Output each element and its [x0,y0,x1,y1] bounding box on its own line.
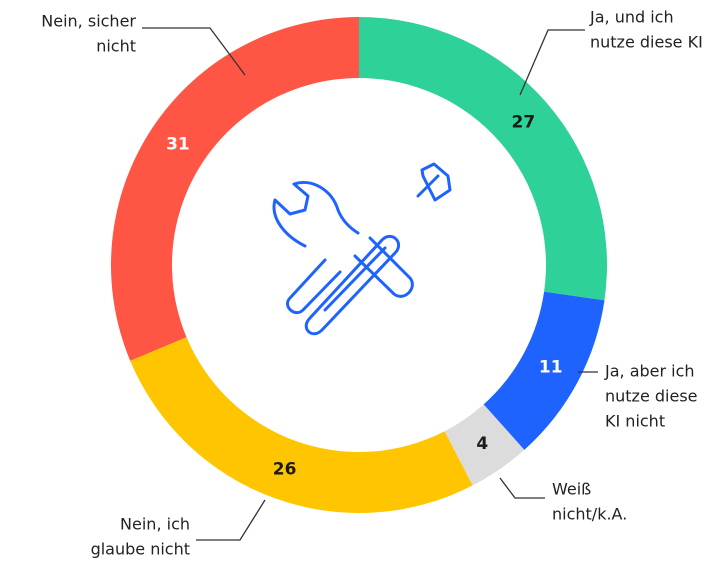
category-label: nicht [96,37,136,56]
leader-line [499,477,545,499]
leader-line [142,27,246,76]
value-label: 11 [539,358,563,378]
category-label: nutze diese [605,387,698,406]
category-label: Nein, ich [120,515,190,534]
donut-slice [110,17,359,361]
category-label: nicht/k.A. [552,505,627,524]
category-label: Nein, sicher [41,12,136,31]
category-label: Ja, und ich [589,8,674,27]
donut-slice [444,404,525,486]
value-label: 27 [512,113,536,133]
leader-line [196,499,266,541]
value-label: 26 [273,459,297,479]
tools-icon [272,162,452,336]
donut-slice [483,291,605,450]
value-label: 4 [476,434,488,454]
category-label: Ja, aber ich [604,362,695,381]
value-label: 31 [166,135,190,155]
category-label: KI nicht [605,412,665,431]
category-label: glaube nicht [91,540,190,559]
category-label: Weiß [552,480,591,499]
leader-line [519,29,585,96]
category-label: nutze diese KI [590,33,703,52]
donut-slice [359,17,607,301]
donut-slice [130,337,473,513]
